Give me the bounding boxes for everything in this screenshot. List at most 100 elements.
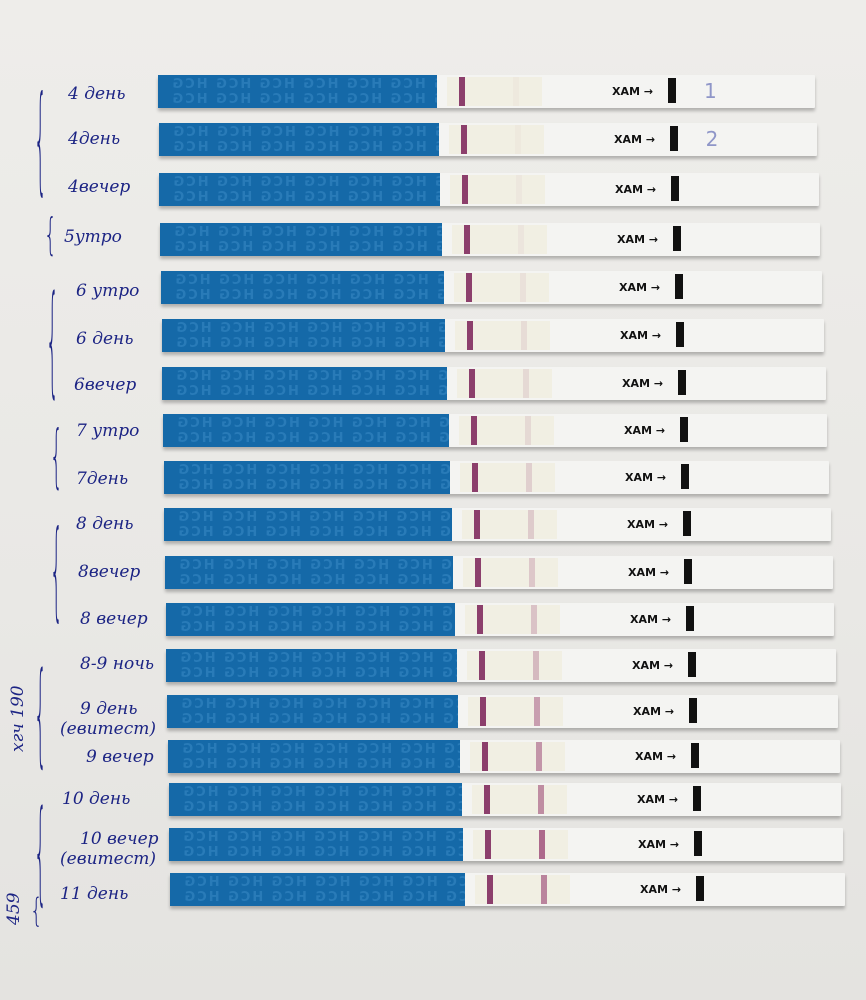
max-label: ← MAX [620,329,662,342]
test-strip: HCG HCG HCG HCG HCG HCG HCG HCG HCG HCG … [166,649,837,682]
hcg-print: HCG HCG HCG HCG HCG HCG HCG HCG HCG HCG … [175,416,448,446]
max-label: ← MAX [625,471,667,484]
max-label: ← MAX [618,281,660,294]
grouping-brace: { [34,783,47,918]
test-line [522,369,529,398]
control-line [459,77,465,106]
control-line [483,785,490,814]
strip-label: 6 день [76,329,134,349]
test-line [526,463,533,492]
strip-label: 8 день [76,514,134,534]
absorbent-tip: HCG HCG HCG HCG HCG HCG HCG HCG HCG HCG … [165,603,456,636]
hcg-print: HCG HCG HCG HCG HCG HCG HCG HCG HCG HCG … [176,510,452,540]
absorbent-tip: HCG HCG HCG HCG HCG HCG HCG HCG HCG HCG … [160,223,442,256]
max-dip-line [689,698,698,723]
test-line [524,416,531,445]
test-line [539,830,546,859]
test-line [536,742,543,771]
max-label: ← MAX [626,518,668,531]
max-dip-line [671,176,680,201]
absorbent-tip: HCG HCG HCG HCG HCG HCG HCG HCG HCG HCG … [166,649,457,682]
hcg-print: HCG HCG HCG HCG HCG HCG HCG HCG HCG HCG … [174,321,445,351]
max-label: ← MAX [630,613,672,626]
max-label: ← MAX [612,85,653,98]
test-line [521,321,528,350]
control-line [482,742,489,771]
test-line [532,651,539,680]
hcg-print: HCG HCG HCG HCG HCG HCG HCG HCG HCG HCG … [182,875,465,905]
test-line [527,510,534,539]
max-label: ← MAX [621,377,663,390]
control-line [485,830,492,859]
absorbent-tip: HCG HCG HCG HCG HCG HCG HCG HCG HCG HCG … [161,319,446,352]
test-line [513,77,519,106]
test-strip: HCG HCG HCG HCG HCG HCG HCG HCG HCG HCG … [161,319,824,352]
grouping-brace: { [34,645,47,780]
strip-label: 10 вечер [80,829,159,849]
test-line [529,558,536,587]
absorbent-tip: HCG HCG HCG HCG HCG HCG HCG HCG HCG HCG … [158,75,437,108]
test-strip: HCG HCG HCG HCG HCG HCG HCG HCG HCG HCG … [165,603,835,636]
absorbent-tip: HCG HCG HCG HCG HCG HCG HCG HCG HCG HCG … [168,783,462,816]
hcg-print: HCG HCG HCG HCG HCG HCG HCG HCG HCG HCG … [173,273,443,303]
test-strip: HCG HCG HCG HCG HCG HCG HCG HCG HCG HCG … [158,75,815,108]
absorbent-tip: HCG HCG HCG HCG HCG HCG HCG HCG HCG HCG … [158,123,439,156]
hcg-print: HCG HCG HCG HCG HCG HCG HCG HCG HCG HCG … [176,463,451,493]
grouping-brace: { [50,505,63,633]
hcg-print: HCG HCG HCG HCG HCG HCG HCG HCG HCG HCG … [177,558,454,588]
control-line [477,605,484,634]
side-note-hcg-459: 459 [4,892,24,925]
max-dip-line [672,226,681,251]
test-strip: HCG HCG HCG HCG HCG HCG HCG HCG HCG HCG … [162,367,826,400]
absorbent-tip: HCG HCG HCG HCG HCG HCG HCG HCG HCG HCG … [163,461,451,494]
max-dip-line [687,652,696,677]
max-label: ← MAX [623,424,665,437]
control-line [470,416,477,445]
control-line [473,510,480,539]
max-dip-line [684,559,693,584]
test-line [534,697,541,726]
test-strip: HCG HCG HCG HCG HCG HCG HCG HCG HCG HCG … [167,740,840,773]
max-label: ← MAX [633,705,675,718]
test-strip: HCG HCG HCG HCG HCG HCG HCG HCG HCG HCG … [168,783,842,816]
max-dip-line [694,831,703,856]
grouping-brace: { [30,890,43,930]
max-dip-line [668,78,676,103]
test-line [519,273,526,302]
test-line [517,225,524,254]
strip-number: 2 [705,127,719,151]
hcg-print: HCG HCG HCG HCG HCG HCG HCG HCG HCG HCG … [172,225,442,255]
control-line [487,875,493,904]
control-line [460,125,467,154]
test-strip: HCG HCG HCG HCG HCG HCG HCG HCG HCG HCG … [163,461,830,494]
max-dip-line [682,511,691,536]
hcg-print: HCG HCG HCG HCG HCG HCG HCG HCG HCG HCG … [171,175,440,205]
strip-number: 1 [704,79,717,103]
control-line [475,558,482,587]
test-line [531,605,538,634]
absorbent-tip: HCG HCG HCG HCG HCG HCG HCG HCG HCG HCG … [165,556,454,589]
max-dip-line [691,743,700,768]
max-dip-line [669,126,678,151]
hcg-print: HCG HCG HCG HCG HCG HCG HCG HCG HCG HCG … [179,651,457,681]
absorbent-tip: HCG HCG HCG HCG HCG HCG HCG HCG HCG HCG … [160,271,444,304]
hcg-print: HCG HCG HCG HCG HCG HCG HCG HCG HCG HCG … [170,77,437,107]
hcg-print: HCG HCG HCG HCG HCG HCG HCG HCG HCG HCG … [181,830,464,860]
max-dip-line [681,464,690,489]
strip-label: 4день [68,129,121,149]
test-strip: HCG HCG HCG HCG HCG HCG HCG HCG HCG HCG … [165,556,833,589]
max-label: ← MAX [628,566,670,579]
hcg-print: HCG HCG HCG HCG HCG HCG HCG HCG HCG HCG … [181,785,462,815]
max-dip-line [696,876,704,901]
absorbent-tip: HCG HCG HCG HCG HCG HCG HCG HCG HCG HCG … [162,414,449,447]
max-label: ← MAX [636,793,678,806]
max-label: ← MAX [631,659,673,672]
test-strip: HCG HCG HCG HCG HCG HCG HCG HCG HCG HCG … [160,271,823,304]
strip-label: 9 день [80,699,138,719]
control-line [478,651,485,680]
absorbent-tip: HCG HCG HCG HCG HCG HCG HCG HCG HCG HCG … [162,367,447,400]
max-dip-line [677,370,686,395]
test-strip: HCG HCG HCG HCG HCG HCG HCG HCG HCG HCG … [160,223,821,256]
test-strip: HCG HCG HCG HCG HCG HCG HCG HCG HCG HCG … [159,173,819,206]
max-dip-line [686,606,695,631]
